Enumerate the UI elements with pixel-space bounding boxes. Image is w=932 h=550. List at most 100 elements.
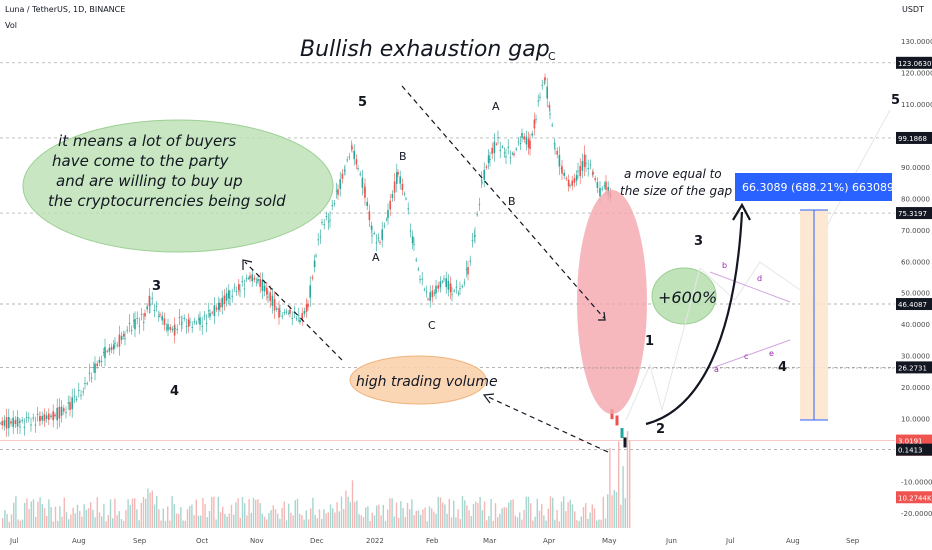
volume-bar-80 <box>178 513 180 528</box>
candle-body-270 <box>533 119 536 129</box>
candle-body-81 <box>163 318 166 326</box>
x-tick-label-0: Jul <box>9 537 19 545</box>
volume-bar-31 <box>70 514 72 528</box>
x-tick-label-13: Aug <box>786 537 800 545</box>
candle-body-249 <box>491 147 493 154</box>
candle-body-89 <box>178 317 181 318</box>
volume-bar-63 <box>140 502 142 528</box>
y-tick-label-11: 20.0000 <box>901 384 930 392</box>
volume-bar-18 <box>41 504 43 528</box>
candle-body-83 <box>167 324 169 331</box>
y-tick-label-12: 10.0000 <box>901 416 930 424</box>
volume-bar-83 <box>184 520 186 528</box>
candle-body-184 <box>364 186 366 198</box>
volume-bar-194 <box>428 506 431 528</box>
x-tick-label-14: Sep <box>846 537 860 545</box>
candle-body-228 <box>451 294 453 296</box>
wave-labels: 3 4 5 B A C A B C 1 2 3 4 5 a b c d e <box>152 50 900 437</box>
candle-body-291 <box>571 180 573 186</box>
volume-bar-43 <box>96 497 98 528</box>
candle-body-37 <box>75 399 78 400</box>
volume-bar-8 <box>19 520 21 528</box>
candle-body-271 <box>535 118 537 120</box>
candle-body-36 <box>73 395 76 397</box>
candle-body-302 <box>592 171 594 175</box>
volume-bar-100 <box>222 506 224 528</box>
volume-bar-230 <box>508 502 510 528</box>
candle-body-59 <box>120 335 123 340</box>
volume-bar-136 <box>301 515 303 528</box>
volume-bar-182 <box>402 507 404 528</box>
volume-bar-226 <box>499 513 501 528</box>
candle-body-244 <box>481 182 483 184</box>
candle-body-159 <box>317 239 319 241</box>
candle-body-15 <box>30 424 32 426</box>
candle-body-52 <box>106 350 108 352</box>
volume-bar-70 <box>156 496 158 528</box>
volume-ellipse <box>349 355 487 405</box>
volume-bar-104 <box>230 504 233 528</box>
candle-body-195 <box>385 219 388 221</box>
volume-bar-236 <box>521 519 523 528</box>
volume-bar-11 <box>26 498 28 528</box>
volume-bar-130 <box>288 503 290 528</box>
candle-body-3 <box>5 417 8 429</box>
candle-body-78 <box>158 316 160 317</box>
candle-body-119 <box>238 284 240 291</box>
volume-bar-270 <box>596 520 598 528</box>
candle-body-133 <box>266 287 268 295</box>
candle-body-157 <box>313 260 316 268</box>
volume-bar-173 <box>382 504 384 528</box>
candle-body-290 <box>569 185 571 187</box>
volume-bar-164 <box>362 517 365 528</box>
candle-body-69 <box>140 314 143 316</box>
volume-bar-166 <box>367 506 369 528</box>
wave-label-7: B <box>508 195 516 208</box>
candle-body-237 <box>469 260 471 262</box>
volume-bar-155 <box>343 508 345 528</box>
candle-body-8 <box>16 417 19 427</box>
volume-bar-87 <box>193 515 195 528</box>
candle-body-134 <box>267 296 269 298</box>
candle-body-286 <box>561 166 563 174</box>
volume-bar-102 <box>226 516 228 528</box>
candle-body-154 <box>307 303 309 308</box>
candle-body-6 <box>12 417 14 427</box>
candle-body-256 <box>505 156 507 158</box>
curved-arrowhead <box>732 202 751 221</box>
candle-body-116 <box>231 295 233 297</box>
volume-bar-167 <box>369 520 371 528</box>
candle-body-272 <box>537 100 539 102</box>
candle-body-66 <box>134 319 136 330</box>
candle-body-62 <box>126 329 128 331</box>
volume-bar-52 <box>116 515 118 528</box>
volume-bar-156 <box>345 490 347 528</box>
volume-bar-264 <box>582 507 585 528</box>
x-tick-label-9: Apr <box>543 537 555 545</box>
volume-bar-78 <box>173 504 175 528</box>
candle-body-32 <box>65 412 67 414</box>
candle-body-120 <box>239 290 241 292</box>
candle-body-145 <box>289 309 291 314</box>
volume-bar-115 <box>255 499 257 528</box>
volume-bar-146 <box>323 509 325 528</box>
candle-body-252 <box>497 137 499 139</box>
candle-body-164 <box>327 221 330 223</box>
volume-bar-220 <box>486 520 488 528</box>
volume-bar-108 <box>239 517 241 528</box>
wave-label-4: A <box>372 251 380 264</box>
candle-body-162 <box>323 224 325 225</box>
volume-bar-199 <box>439 497 442 528</box>
candle-body-113 <box>225 293 228 301</box>
candle-body-61 <box>124 338 126 340</box>
volume-bar-281 <box>620 504 622 528</box>
candle-body-192 <box>379 241 381 243</box>
volume-bar-258 <box>569 499 571 528</box>
volume-bar-129 <box>285 520 288 528</box>
y-tick-label-5: 80.0000 <box>901 195 930 203</box>
candle-body-107 <box>213 305 216 317</box>
candle-body-253 <box>499 149 501 151</box>
measure-box <box>735 173 892 201</box>
volume-bar-169 <box>373 515 376 528</box>
volume-bar-237 <box>523 509 525 528</box>
